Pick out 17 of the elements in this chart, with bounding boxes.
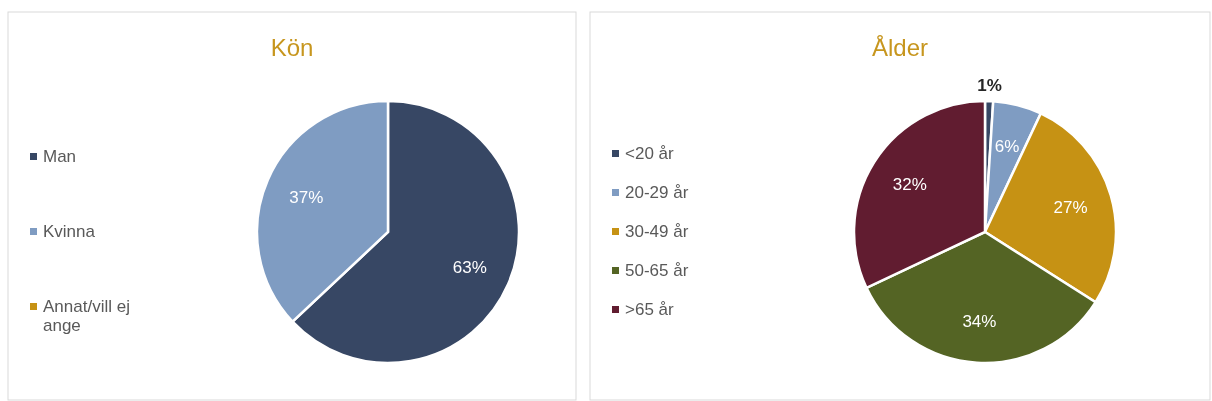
legend-label: Man xyxy=(43,147,77,166)
legend-label: Annat/vill ej ange xyxy=(43,297,130,335)
data-label: 1% xyxy=(977,76,1002,96)
legend-label: >65 år xyxy=(625,300,675,319)
legend-label: Kvinna xyxy=(43,222,96,241)
legend-label: 50-65 år xyxy=(625,261,689,280)
data-label: 34% xyxy=(962,311,997,331)
legend-label: <20 år xyxy=(625,144,675,163)
data-label: 32% xyxy=(892,175,927,195)
data-label: 27% xyxy=(1053,198,1088,218)
legend-label: 20-29 år xyxy=(625,183,689,202)
data-label: 63% xyxy=(452,258,487,278)
data-label: 6% xyxy=(994,136,1020,156)
chart-title: Ålder xyxy=(871,34,929,61)
legend-label: 30-49 år xyxy=(625,222,689,241)
data-label: 37% xyxy=(289,187,324,207)
chart-title: Kön xyxy=(270,34,314,61)
